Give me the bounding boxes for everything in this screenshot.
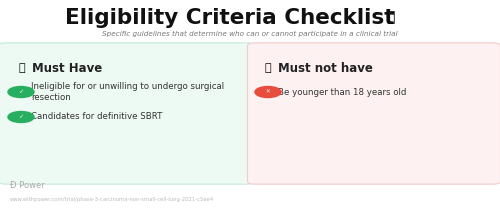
Text: Must Have: Must Have <box>32 61 102 74</box>
Text: Candidates for definitive SBRT: Candidates for definitive SBRT <box>31 112 162 122</box>
Text: www.withpower.com/trial/phase-3-carcinoma-non-small-cell-lung-2021-c5ee4: www.withpower.com/trial/phase-3-carcinom… <box>10 197 214 203</box>
Text: Be younger than 18 years old: Be younger than 18 years old <box>278 88 406 96</box>
Text: Specific guidelines that determine who can or cannot participate in a clinical t: Specific guidelines that determine who c… <box>102 31 398 37</box>
Text: 📋: 📋 <box>386 10 394 24</box>
Text: ✕: ✕ <box>266 89 270 95</box>
Text: Must not have: Must not have <box>278 61 373 74</box>
Text: 👍: 👍 <box>18 63 26 73</box>
Text: ✓: ✓ <box>18 89 24 95</box>
Text: ✓: ✓ <box>18 115 24 119</box>
Text: Eligibility Criteria Checklist: Eligibility Criteria Checklist <box>65 8 395 28</box>
Text: Ineligible for or unwilling to undergo surgical
resection: Ineligible for or unwilling to undergo s… <box>31 82 224 102</box>
Text: 👎: 👎 <box>264 63 272 73</box>
Text: Ð Power: Ð Power <box>10 181 45 191</box>
